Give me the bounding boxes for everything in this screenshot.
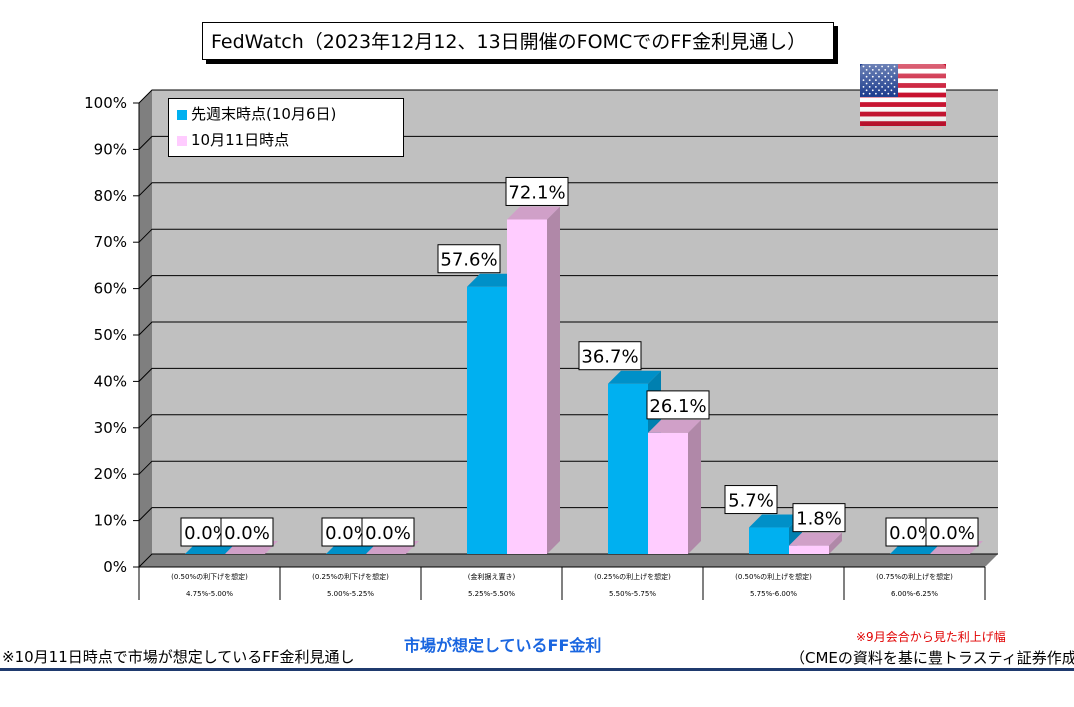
bar-front-s1: [608, 383, 648, 554]
bar-side-s2: [829, 532, 842, 554]
data-label-box: [220, 517, 274, 547]
category-label: 5.75%-6.00%: [750, 590, 797, 598]
footnote-left: ※10月11日時点で市場が想定しているFF金利見通し: [2, 648, 355, 666]
legend-label-series1: 先週末時点(10月6日): [191, 105, 337, 123]
gridline: [138, 553, 998, 568]
data-label: 1.8%: [796, 509, 842, 530]
x-axis-title: 市場が想定しているFF金利: [404, 636, 602, 655]
y-tick-label: 90%: [94, 140, 127, 158]
category-note: (0.25%の利下げを想定): [312, 572, 389, 581]
source-note: （CMEの資料を基に豊トラスティ証券作成）: [790, 649, 1074, 667]
data-label-box: [724, 485, 778, 515]
category-note: (0.50%の利上げを想定): [735, 572, 812, 581]
chart-title: FedWatch（2023年12月12、13日開催のFOMCでのFF金利見通し）: [202, 22, 834, 60]
plot-floor: [139, 554, 998, 567]
y-tick-label: 60%: [94, 280, 127, 298]
bar-side-s2: [688, 419, 701, 554]
data-label-box: [437, 244, 501, 274]
red-note: ※9月会合から見た利上げ幅: [856, 630, 1006, 644]
category-note: (0.25%の利上げを想定): [594, 572, 671, 581]
gridline: [138, 507, 998, 521]
data-label-box: [925, 517, 979, 547]
data-label: 36.7%: [581, 347, 638, 368]
us-flag-icon: [860, 64, 946, 130]
y-tick-label: 40%: [94, 372, 127, 390]
data-label-box: [361, 517, 415, 547]
legend-label-series2: 10月11日時点: [191, 131, 290, 149]
bar-top-s2: [789, 532, 842, 546]
data-label: 0.0%: [929, 523, 975, 544]
gridline: [138, 135, 998, 150]
category-note: (金利据え置き): [468, 572, 516, 581]
legend: 先週末時点(10月6日) 10月11日時点: [168, 98, 404, 157]
y-tick-label: 0%: [103, 558, 127, 576]
bar-top-s1: [467, 273, 520, 287]
bar-top-s2: [507, 206, 560, 220]
bottom-divider: [0, 668, 1074, 671]
y-tick-label: 30%: [94, 419, 127, 437]
bar-side-s2: [547, 206, 560, 554]
y-tick-label: 80%: [94, 187, 127, 205]
data-label: 5.7%: [728, 491, 774, 512]
gridline: [138, 460, 998, 475]
bar-front-s2: [648, 432, 688, 554]
category-label: 5.00%-5.25%: [327, 590, 374, 598]
y-tick-label: 10%: [94, 512, 127, 530]
data-label: 57.6%: [440, 250, 497, 271]
data-label: 26.1%: [649, 396, 706, 417]
data-label: 0.0%: [365, 523, 411, 544]
gridline: [138, 321, 998, 336]
bar-front-s1: [467, 286, 507, 554]
gridline: [138, 414, 998, 429]
legend-swatch-series2: [177, 135, 187, 146]
category-note: (0.75%の利上げを想定): [876, 572, 953, 581]
category-label: 5.25%-5.50%: [468, 590, 515, 598]
category-label: 6.00%-6.25%: [891, 590, 938, 598]
gridline: [138, 89, 998, 104]
data-label: 0.0%: [325, 523, 371, 544]
category-label: 5.50%-5.75%: [609, 590, 656, 598]
bar-top-s1: [749, 514, 802, 528]
gridline: [138, 367, 998, 382]
data-label: 72.1%: [508, 182, 565, 203]
bar-front-s2: [507, 219, 547, 554]
legend-item-series2: 10月11日時点: [177, 129, 289, 151]
bar-front-s1: [749, 527, 789, 554]
bar-front-s2: [789, 545, 829, 554]
y-tick-label: 20%: [94, 465, 127, 483]
bar-top-s2: [648, 419, 701, 433]
y-tick-label: 100%: [84, 94, 127, 112]
gridline: [138, 182, 998, 197]
data-label: 0.0%: [889, 523, 935, 544]
gridline: [138, 275, 998, 289]
data-label-box: [578, 341, 642, 371]
bar-top-s1: [608, 370, 661, 384]
category-note: (0.50%の利下げを想定): [171, 572, 248, 581]
legend-swatch-series1: [177, 109, 187, 120]
data-label-box: [646, 390, 710, 420]
data-label: 0.0%: [224, 523, 270, 544]
data-label-box: [505, 176, 569, 206]
category-label: 4.75%-5.00%: [186, 590, 233, 598]
y-tick-label: 50%: [94, 326, 127, 344]
data-label-box: [792, 503, 846, 533]
y-tick-label: 70%: [94, 233, 127, 251]
legend-item-series1: 先週末時点(10月6日): [177, 103, 336, 125]
data-label: 0.0%: [184, 523, 230, 544]
gridline: [138, 228, 998, 243]
